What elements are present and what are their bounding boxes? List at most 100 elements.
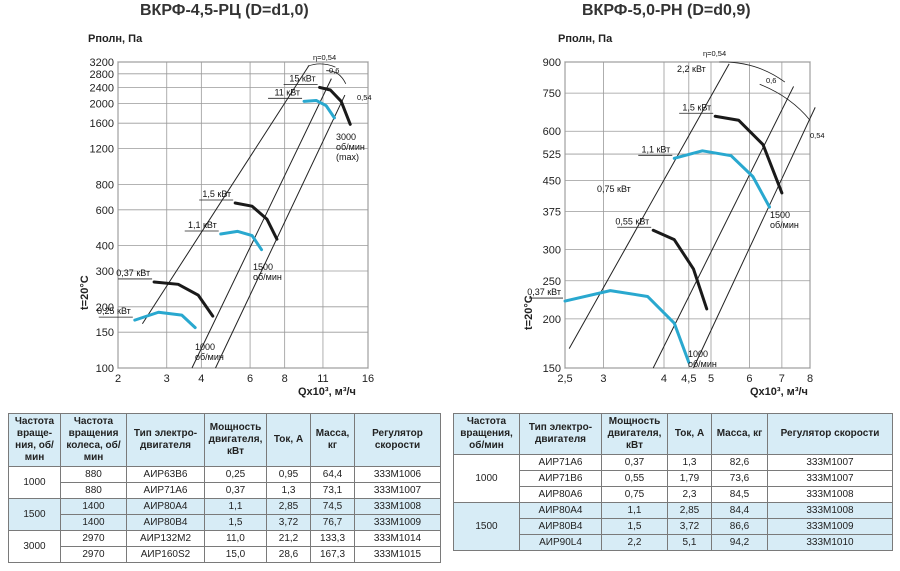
x-tick-label: 3 <box>164 373 170 385</box>
table-cell: АИР80А4 <box>126 498 205 515</box>
power-label: 0,75 кВт <box>597 184 631 194</box>
power-curve <box>133 310 197 330</box>
table-cell: 2,2 <box>601 534 668 551</box>
efficiency-curve <box>326 70 347 84</box>
table-cell: 333М1007 <box>767 470 893 487</box>
table-cell: 333М1008 <box>767 502 893 519</box>
table-row: 1000 АИР71А6 0,37 1,3 82,6 333М1007 <box>453 454 893 503</box>
table-cell: АИР80В4 <box>126 514 205 531</box>
power-curve <box>713 114 784 195</box>
table-cell: АИР71А6 <box>126 482 205 499</box>
x-tick-label: 7 <box>779 373 785 385</box>
y-tick-label: 750 <box>543 88 561 100</box>
power-curve <box>318 85 352 126</box>
y-tick-label: 1600 <box>90 118 114 130</box>
table-cell: 73,6 <box>711 470 768 487</box>
efficiency-curve <box>759 83 811 121</box>
table-cell: 333М1014 <box>354 530 441 547</box>
power-label: 0,55 кВт <box>615 216 649 226</box>
column-header: Масса, кг <box>310 413 355 467</box>
y-axis-label: Pполн, Па <box>558 33 613 45</box>
table-cell: АИР80В4 <box>519 518 602 535</box>
table-row: АИР80А6 0,75 2,3 84,5 333М1008 <box>454 486 893 503</box>
table-cell: 84,5 <box>711 486 768 503</box>
temperature-label: t=20°C <box>79 275 91 310</box>
table-cell: 0,95 <box>266 466 311 483</box>
table-cell: 2,3 <box>667 486 712 503</box>
x-tick-label: 2 <box>115 373 121 385</box>
table-cell: 1400 <box>60 514 127 531</box>
table-cell: 1,79 <box>667 470 712 487</box>
table-row: 880 АИР71А6 0,37 1,3 73,1 333М1007 <box>9 482 441 499</box>
table-cell: 1,5 <box>204 514 267 531</box>
x-tick-label: 4,5 <box>681 373 696 385</box>
table-cell: 73,1 <box>310 482 355 499</box>
y-axis-label: Pполн, Па <box>88 33 143 45</box>
y-tick-label: 600 <box>96 205 114 217</box>
efficiency-label: η=0,54 <box>703 49 726 58</box>
column-header: Мощность двигателя, кВт <box>204 413 267 467</box>
column-header: Тип электро-двигателя <box>519 413 602 455</box>
table-cell: АИР80А4 <box>519 502 602 519</box>
x-tick-label: 4 <box>661 373 667 385</box>
table-row: АИР80В4 1,5 3,72 86,6 333М1009 <box>454 518 893 535</box>
speed-label: 1000 об/мин <box>195 342 224 362</box>
table-cell: 0,25 <box>204 466 267 483</box>
table-cell: 84,4 <box>711 502 768 519</box>
x-tick-label: 11 <box>317 373 328 385</box>
table-row: 2970 АИР160S2 15,0 28,6 167,3 333М1015 <box>9 546 441 563</box>
y-tick-label: 200 <box>543 314 561 326</box>
y-tick-label: 300 <box>543 245 561 257</box>
table-row: 3000 2970 АИР132М2 11,0 21,2 133,3 333М1014 <box>8 530 441 563</box>
table-cell: 333М1007 <box>354 482 441 499</box>
power-curve <box>219 229 264 252</box>
table-cell: 1,3 <box>266 482 311 499</box>
y-tick-label: 600 <box>543 126 561 138</box>
table-row: 1500 1400 АИР80А4 1,1 2,85 74,5 333М1008 <box>8 498 441 531</box>
column-header: Регулятор скорости <box>767 413 893 455</box>
y-tick-label: 900 <box>543 57 561 69</box>
y-tick-label: 3200 <box>90 57 114 69</box>
fan-specs-table-left: Частота враще-ния, об/ мин Частота вращен… <box>8 413 441 563</box>
y-tick-label: 250 <box>543 276 561 288</box>
power-curve <box>563 289 691 364</box>
table-cell: 86,6 <box>711 518 768 535</box>
column-header: Мощность двигателя, кВт <box>601 413 668 455</box>
x-tick-label: 2,5 <box>557 373 572 385</box>
power-label: 1,1 кВт <box>188 220 217 230</box>
table-row: 1000 880 АИР63В6 0,25 0,95 64,4 333М1006 <box>8 466 441 499</box>
table-row: АИР90L4 2,2 5,1 94,2 333М1010 <box>454 534 893 551</box>
table-cell: 333М1007 <box>767 454 893 471</box>
column-header: Частота враще-ния, об/ мин <box>8 413 61 467</box>
power-curve <box>233 201 279 241</box>
plot-frame <box>117 61 369 369</box>
efficiency-label: 0,6 <box>329 66 339 75</box>
table-cell: АИР132М2 <box>126 530 205 547</box>
table-cell: 333М1008 <box>354 498 441 515</box>
column-header: Тип электро-двигателя <box>126 413 205 467</box>
x-tick-label: 4 <box>198 373 204 385</box>
power-curve <box>302 98 336 120</box>
table-cell: 880 <box>60 466 127 483</box>
table-cell: 1400 <box>60 498 127 515</box>
y-tick-label: 300 <box>96 266 114 278</box>
column-header: Ток, А <box>667 413 712 455</box>
power-label: 15 кВт <box>289 73 315 83</box>
y-tick-label: 2800 <box>90 69 114 81</box>
table-cell: АИР90L4 <box>519 534 602 551</box>
table-cell: 2970 <box>60 546 127 563</box>
power-label: 1,5 кВт <box>202 189 231 199</box>
power-label: 11 кВт <box>274 87 300 97</box>
y-tick-label: 2400 <box>90 82 114 94</box>
efficiency-label: 0,54 <box>357 93 372 102</box>
speed-line <box>191 78 332 369</box>
frequency-cell: 1000 <box>8 466 61 499</box>
x-tick-label: 5 <box>708 373 714 385</box>
efficiency-label: 0,54 <box>810 131 825 140</box>
table-cell: 333М1009 <box>767 518 893 535</box>
speed-line <box>215 94 346 369</box>
power-label: 1,1 кВт <box>641 144 670 154</box>
x-axis-label: Qx10³, м³/ч <box>298 386 356 398</box>
table-cell: 133,3 <box>310 530 355 547</box>
